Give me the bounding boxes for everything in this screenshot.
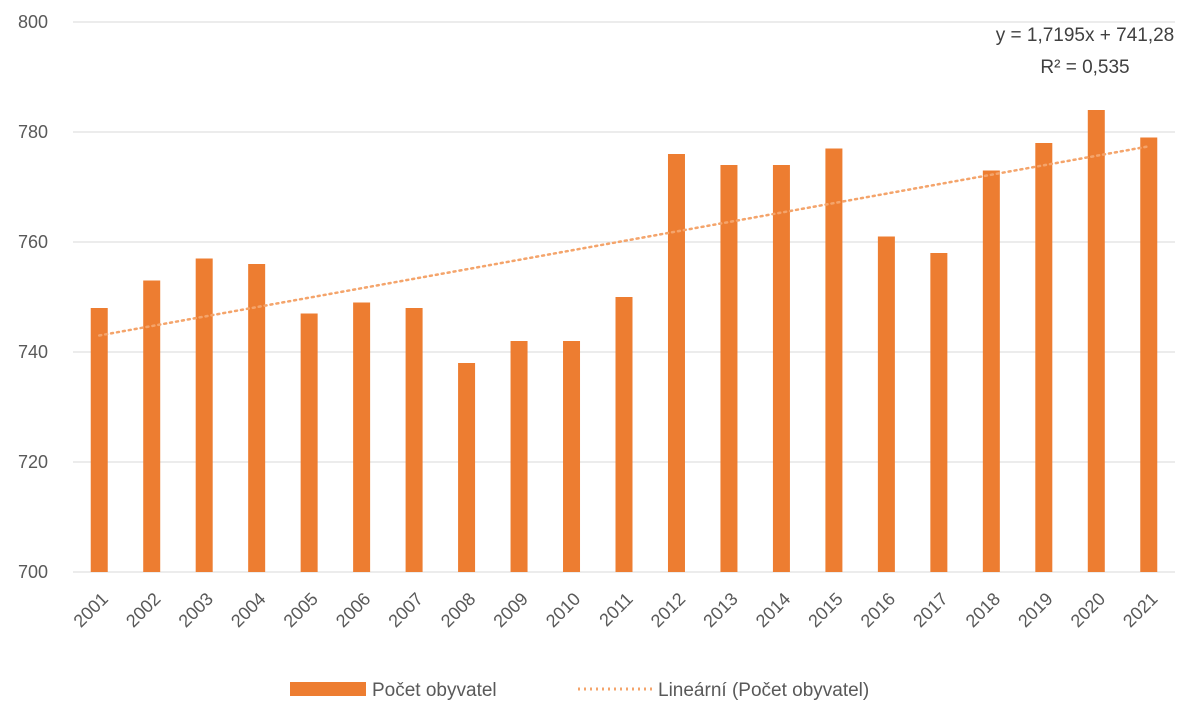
x-tick-label: 2008 [437,589,479,631]
bar [1035,143,1053,572]
legend-label-trendline: Lineární (Počet obyvatel) [658,680,869,701]
bar [510,341,528,572]
x-tick-label: 2004 [227,589,269,631]
bar [563,341,581,572]
x-tick-label: 2009 [489,589,531,631]
bar [930,253,948,572]
legend: Počet obyvatel Lineární (Počet obyvatel) [290,680,869,701]
x-tick-label: 2001 [70,589,112,631]
x-tick-label: 2003 [175,589,217,631]
x-tick-label: 2018 [962,589,1004,631]
x-tick-label: 2020 [1067,589,1109,631]
x-tick-label: 2021 [1119,589,1161,631]
y-axis-ticks: 700 720 740 760 780 800 [18,12,48,582]
bars [90,110,1158,572]
x-tick-label: 2014 [752,589,794,631]
bar [1087,110,1105,572]
bar [458,363,476,572]
bar [825,148,843,572]
bar [143,280,161,572]
bar [248,264,266,572]
trendline-equation: y = 1,7195x + 741,28 R² = 0,535 [996,25,1175,78]
x-tick-label: 2017 [909,589,951,631]
legend-label-bars: Počet obyvatel [372,680,497,701]
x-tick-label: 2011 [595,589,637,631]
legend-swatch-bars [290,682,366,696]
bar [300,313,318,572]
y-tick-label: 800 [18,12,48,32]
y-tick-label: 720 [18,452,48,472]
y-tick-label: 760 [18,232,48,252]
bar [353,302,371,572]
bar [772,165,790,572]
trendline [97,145,1151,337]
y-tick-label: 700 [18,562,48,582]
x-tick-label: 2010 [542,589,584,631]
bar [1140,137,1158,572]
y-tick-label: 740 [18,342,48,362]
bar [982,170,1000,572]
x-tick-label: 2015 [804,589,846,631]
x-axis-ticks: 2001 2002 2003 2004 2005 2006 2007 2008 2009 2010… [70,589,1162,631]
bar [405,308,423,572]
x-tick-label: 2019 [1014,589,1056,631]
y-tick-label: 780 [18,122,48,142]
trendline-equation-text: y = 1,7195x + 741,28 [996,25,1175,46]
bar [877,236,895,572]
bar [720,165,738,572]
trendline-layer [97,145,1151,337]
x-tick-label: 2002 [122,589,164,631]
x-tick-label: 2005 [280,589,322,631]
bar [195,258,213,572]
x-tick-label: 2006 [332,589,374,631]
bar [667,154,685,572]
x-tick-label: 2012 [647,589,689,631]
bar [90,308,108,572]
x-tick-label: 2016 [857,589,899,631]
x-tick-label: 2013 [699,589,741,631]
x-tick-label: 2007 [384,589,426,631]
trendline-r-squared-text: R² = 0,535 [1040,57,1129,78]
bar [615,297,633,572]
